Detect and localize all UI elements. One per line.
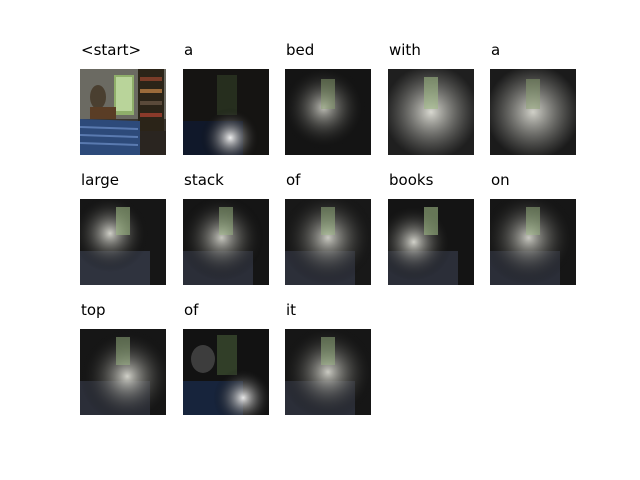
token-label: a [184, 41, 194, 59]
attention-map [285, 329, 371, 415]
token-label: of [184, 301, 199, 319]
original-image [80, 69, 166, 155]
token-label: <start> [81, 41, 142, 59]
token-label: it [286, 301, 297, 319]
token-label: bed [286, 41, 315, 59]
attention-map [285, 199, 371, 285]
attention-map [80, 329, 166, 415]
attention-map [80, 199, 166, 285]
attention-map [183, 69, 269, 155]
token-label: with [389, 41, 421, 59]
attention-map [285, 69, 371, 155]
attention-map [388, 199, 474, 285]
attention-map [183, 329, 269, 415]
attention-map [490, 199, 576, 285]
token-label: stack [184, 171, 224, 189]
attention-map [388, 69, 474, 155]
token-label: books [389, 171, 434, 189]
token-label: on [491, 171, 510, 189]
token-label: of [286, 171, 301, 189]
attention-map [183, 199, 269, 285]
token-label: a [491, 41, 501, 59]
attention-map [490, 69, 576, 155]
token-label: top [81, 301, 106, 319]
token-label: large [81, 171, 120, 189]
